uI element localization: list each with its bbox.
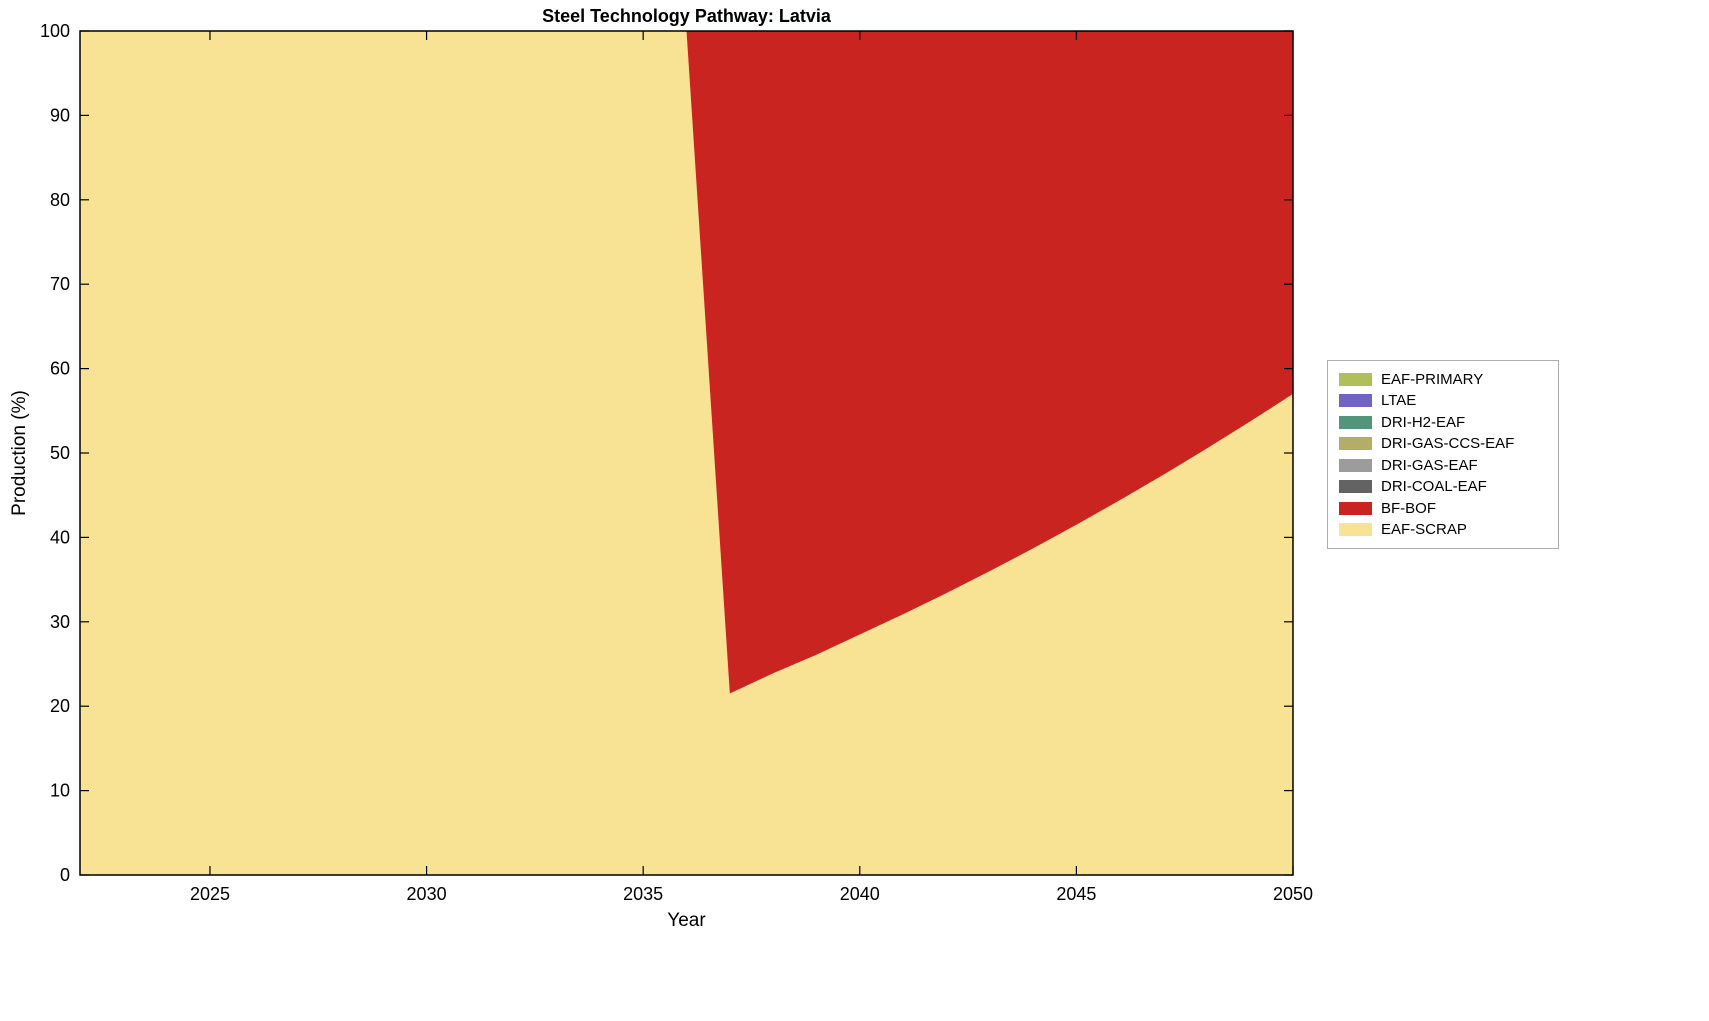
legend-swatch-dri-coal-eaf	[1339, 480, 1372, 494]
legend-item: LTAE	[1339, 392, 1550, 410]
legend-swatch-dri-gas-eaf	[1339, 458, 1372, 472]
legend-swatch-dri-h2-eaf	[1339, 415, 1372, 429]
legend-label: DRI-GAS-EAF	[1381, 456, 1478, 474]
y-tick-label: 80	[50, 190, 70, 210]
y-tick-label: 0	[60, 865, 70, 885]
legend-label: BF-BOF	[1381, 499, 1436, 517]
x-tick-label: 2045	[1056, 884, 1096, 904]
legend: EAF-PRIMARY LTAE DRI-H2-EAF DRI-GAS-CCS-EAF…	[1327, 360, 1559, 549]
legend-label: LTAE	[1381, 392, 1417, 410]
legend-label: DRI-GAS-CCS-EAF	[1381, 435, 1515, 453]
legend-swatch-eaf-scrap	[1339, 523, 1372, 537]
y-tick-label: 10	[50, 781, 70, 801]
x-tick-label: 2050	[1273, 884, 1313, 904]
x-tick-label: 2025	[190, 884, 230, 904]
y-tick-label: 50	[50, 443, 70, 463]
x-tick-label: 2035	[623, 884, 663, 904]
legend-item: EAF-PRIMARY	[1339, 370, 1550, 388]
legend-label: DRI-H2-EAF	[1381, 413, 1466, 431]
x-axis-label: Year	[667, 910, 706, 931]
x-tick-label: 2030	[407, 884, 447, 904]
y-axis-label: Production (%)	[9, 390, 30, 516]
y-tick-label: 30	[50, 612, 70, 632]
y-tick-label: 40	[50, 527, 70, 547]
legend-item: DRI-GAS-CCS-EAF	[1339, 435, 1550, 453]
legend-item: BF-BOF	[1339, 499, 1550, 517]
legend-swatch-ltae	[1339, 394, 1372, 408]
y-tick-label: 60	[50, 359, 70, 379]
area-bf-bof	[80, 31, 1293, 694]
legend-label: DRI-COAL-EAF	[1381, 478, 1487, 496]
legend-swatch-eaf-primary	[1339, 372, 1372, 386]
chart-title: Steel Technology Pathway: Latvia	[542, 6, 831, 26]
legend-label: EAF-SCRAP	[1381, 521, 1467, 539]
y-tick-label: 70	[50, 274, 70, 294]
y-tick-label: 100	[40, 21, 70, 41]
legend-swatch-bf-bof	[1339, 501, 1372, 515]
legend-item: DRI-COAL-EAF	[1339, 478, 1550, 496]
legend-item: DRI-H2-EAF	[1339, 413, 1550, 431]
x-tick-label: 2040	[840, 884, 880, 904]
area-eaf-scrap	[80, 31, 1293, 875]
legend-label: EAF-PRIMARY	[1381, 370, 1484, 388]
legend-item: EAF-SCRAP	[1339, 521, 1550, 539]
y-tick-label: 20	[50, 696, 70, 716]
y-tick-label: 90	[50, 105, 70, 125]
legend-item: DRI-GAS-EAF	[1339, 456, 1550, 474]
legend-swatch-dri-gas-ccs-eaf	[1339, 437, 1372, 451]
